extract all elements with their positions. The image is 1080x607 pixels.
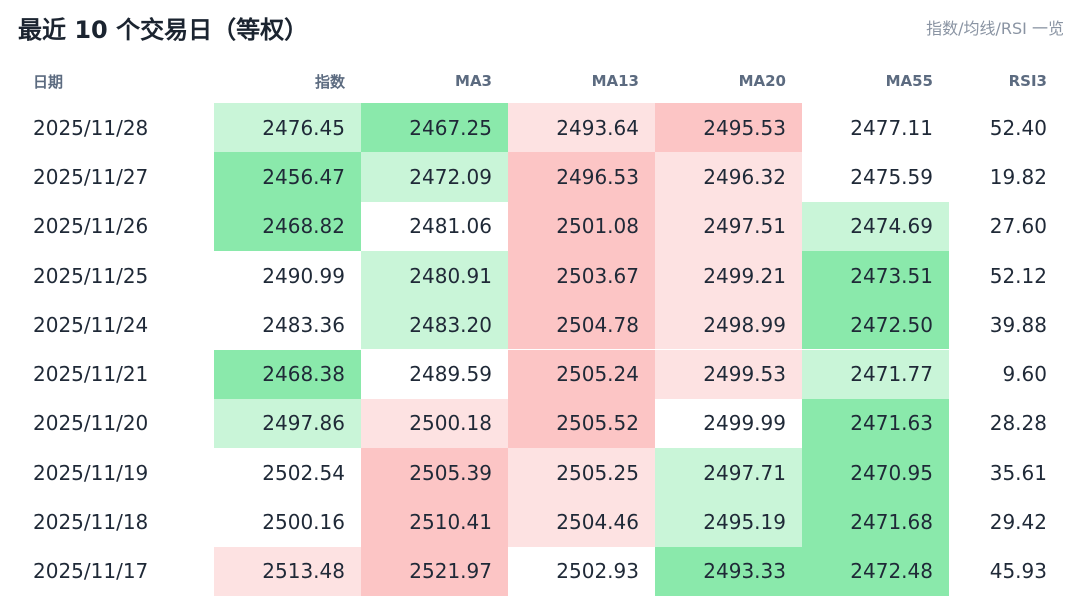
value-cell: 2493.33 [655, 546, 802, 596]
value-cell: 2483.36 [262, 312, 345, 337]
value-cell: 2476.45 [214, 103, 361, 153]
column-header: MA13 [591, 72, 639, 90]
column-header: 指数 [314, 72, 345, 91]
value-cell: 2490.99 [262, 263, 345, 288]
value-cell: 2471.68 [802, 497, 949, 547]
value-cell: 2489.59 [409, 362, 492, 387]
value-cell: 2503.67 [508, 250, 655, 301]
date-cell: 2025/11/19 [33, 460, 149, 485]
value-cell: 39.88 [989, 312, 1047, 337]
value-cell: 28.28 [989, 411, 1047, 436]
value-cell: 2501.08 [508, 201, 655, 251]
value-cell: 2483.20 [361, 300, 508, 350]
value-cell: 2502.54 [262, 460, 345, 485]
value-cell: 2468.82 [214, 201, 361, 251]
date-cell: 2025/11/25 [33, 263, 149, 288]
value-cell: 2500.16 [262, 510, 345, 535]
column-header: MA20 [738, 72, 786, 90]
date-cell: 2025/11/24 [33, 312, 149, 337]
date-cell: 2025/11/28 [33, 115, 149, 140]
value-cell: 2497.71 [655, 448, 802, 498]
value-cell: 2521.97 [361, 546, 508, 596]
value-cell: 2495.53 [655, 103, 802, 153]
value-cell: 2495.19 [655, 497, 802, 547]
value-cell: 2456.47 [214, 152, 361, 202]
value-cell: 35.61 [989, 460, 1047, 485]
value-cell: 2473.51 [802, 250, 949, 301]
value-cell: 2505.24 [508, 349, 655, 399]
date-cell: 2025/11/18 [33, 510, 149, 535]
value-cell: 2498.99 [655, 300, 802, 350]
value-cell: 27.60 [989, 214, 1047, 239]
value-cell: 2472.48 [802, 546, 949, 596]
value-cell: 19.82 [989, 164, 1047, 189]
value-cell: 2505.25 [508, 448, 655, 498]
date-cell: 2025/11/26 [33, 214, 149, 239]
value-cell: 2471.63 [802, 398, 949, 449]
value-cell: 2499.53 [655, 349, 802, 399]
value-cell: 2496.32 [655, 152, 802, 202]
value-cell: 2499.99 [703, 411, 786, 436]
value-cell: 2471.77 [802, 349, 949, 399]
value-cell: 2500.18 [361, 398, 508, 449]
value-cell: 29.42 [989, 510, 1047, 535]
value-cell: 2513.48 [214, 546, 361, 596]
value-cell: 2497.51 [655, 201, 802, 251]
value-cell: 2499.21 [655, 250, 802, 301]
column-header: MA55 [885, 72, 933, 90]
value-cell: 2493.64 [508, 103, 655, 153]
value-cell: 2496.53 [508, 152, 655, 202]
value-cell: 2481.06 [409, 214, 492, 239]
date-cell: 2025/11/17 [33, 559, 149, 584]
value-cell: 2504.78 [508, 300, 655, 350]
title: 最近 10 个交易日（等权） [18, 16, 309, 44]
value-cell: 2475.59 [850, 164, 933, 189]
value-cell: 2502.93 [556, 559, 639, 584]
value-cell: 52.12 [989, 263, 1047, 288]
value-cell: 2505.52 [508, 398, 655, 449]
column-header: 日期 [33, 72, 64, 91]
value-cell: 2468.38 [214, 349, 361, 399]
value-cell: 2472.09 [361, 152, 508, 202]
value-cell: 2477.11 [850, 115, 933, 140]
value-cell: 2510.41 [361, 497, 508, 547]
value-cell: 2467.25 [361, 103, 508, 153]
date-cell: 2025/11/20 [33, 411, 149, 436]
value-cell: 2497.86 [214, 398, 361, 449]
value-cell: 52.40 [989, 115, 1047, 140]
column-header: MA3 [455, 72, 492, 90]
value-cell: 2474.69 [802, 201, 949, 251]
value-cell: 2472.50 [802, 300, 949, 350]
value-cell: 45.93 [989, 559, 1047, 584]
subtitle: 指数/均线/RSI 一览 [926, 19, 1064, 38]
value-cell: 2505.39 [361, 448, 508, 498]
value-cell: 9.60 [1002, 362, 1047, 387]
date-cell: 2025/11/27 [33, 164, 149, 189]
date-cell: 2025/11/21 [33, 362, 149, 387]
value-cell: 2470.95 [802, 448, 949, 498]
value-cell: 2504.46 [508, 497, 655, 547]
column-header: RSI3 [1008, 72, 1047, 90]
value-cell: 2480.91 [361, 250, 508, 301]
